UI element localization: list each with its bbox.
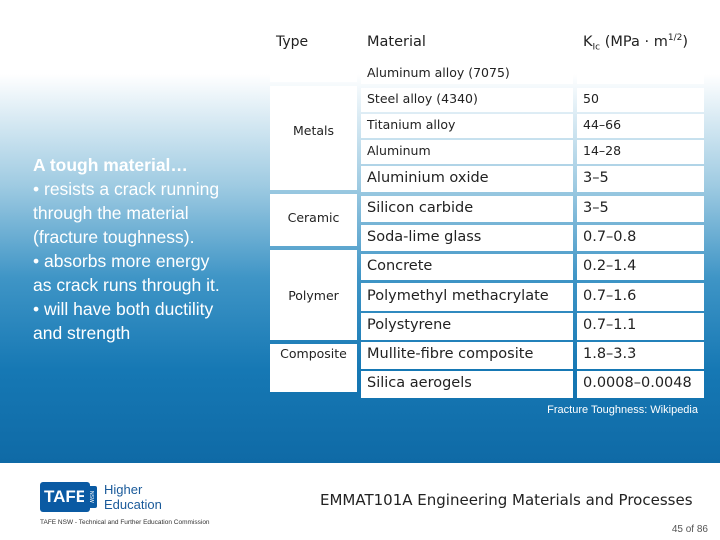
material-value: 0.0008–0.0048: [583, 375, 692, 391]
value-header: KIc (MPa · m1/2): [583, 33, 688, 53]
material-value: 3–5: [583, 200, 609, 216]
table-row-value: 0.7–1.6: [577, 283, 704, 311]
table-row-value: 44–66: [577, 114, 704, 138]
material-name: Aluminum: [367, 143, 431, 158]
table-row: Soda-lime glass: [361, 225, 573, 251]
page-number: 45 of 86: [671, 524, 708, 535]
table-row: Polystyrene: [361, 313, 573, 340]
table-row: Aluminum alloy (7075): [361, 62, 573, 84]
table-row-value: 50: [577, 88, 704, 112]
type-header-cell: [270, 26, 357, 58]
material-name: Silicon carbide: [367, 200, 474, 216]
logo-badge: NSW: [84, 486, 97, 508]
material-value: 3–5: [583, 170, 609, 186]
logo-footer-text: TAFE NSW - Technical and Further Educati…: [40, 519, 210, 526]
material-name: Soda-lime glass: [367, 229, 482, 245]
type-composite: Composite: [280, 346, 347, 361]
material-value: 0.7–1.6: [583, 288, 637, 304]
left-heading: A tough material…: [33, 155, 188, 175]
logo-sub-line-2: Education: [104, 497, 162, 512]
material-name: Polymethyl methacrylate: [367, 288, 549, 304]
table-row-value: 0.0008–0.0048: [577, 371, 704, 398]
material-value: 0.2–1.4: [583, 258, 637, 274]
table-row-value: 14–28: [577, 140, 704, 164]
left-line-2: through the material: [33, 203, 189, 223]
material-value: 50: [583, 91, 599, 106]
left-line-1: • resists a crack running: [33, 179, 220, 199]
table-row-value: [577, 62, 704, 84]
value-header-cell: KIc (MPa · m1/2): [577, 26, 704, 58]
left-line-5: as crack runs through it.: [33, 275, 220, 295]
type-cell-metals: [270, 86, 357, 190]
material-header: Material: [367, 34, 426, 50]
footer-area: [0, 463, 720, 540]
type-cell-blank: [270, 62, 357, 82]
table-row: Polymethyl methacrylate: [361, 283, 573, 311]
type-polymer: Polymer: [288, 288, 339, 303]
table-row-value: 0.2–1.4: [577, 254, 704, 280]
logo-sub-line-1: Higher: [104, 482, 143, 497]
table-row: Aluminium oxide: [361, 166, 573, 192]
left-line-6: • will have both ductility: [33, 299, 214, 319]
material-value: 1.8–3.3: [583, 346, 637, 362]
material-value: 14–28: [583, 143, 622, 158]
source-caption: Fracture Toughness: Wikipedia: [547, 404, 698, 416]
table-row: Mullite-fibre composite: [361, 342, 573, 369]
logo-text: TAFE: [44, 487, 88, 506]
table-row-value: 0.7–0.8: [577, 225, 704, 251]
type-cell-composite: [270, 344, 357, 392]
type-cell-polymer: [270, 250, 357, 340]
material-name: Polystyrene: [367, 317, 452, 333]
table-row: Silicon carbide: [361, 196, 573, 222]
logo-badge-text: NSW: [88, 491, 94, 503]
table-row-value: 3–5: [577, 196, 704, 222]
table-row: Steel alloy (4340): [361, 88, 573, 112]
material-name: Aluminium oxide: [367, 170, 489, 186]
course-title: EMMAT101A Engineering Materials and Proc…: [320, 491, 693, 509]
table-row: Silica aerogels: [361, 371, 573, 398]
type-metals: Metals: [292, 123, 335, 138]
material-header-cell: Material: [361, 26, 573, 58]
material-name: Silica aerogels: [367, 375, 472, 391]
table-row-value: 3–5: [577, 166, 704, 192]
table-row: Titanium alloy: [361, 114, 573, 138]
logo-subtitle: Higher Education: [104, 482, 162, 512]
left-text-block: A tough material… • resists a crack runn…: [33, 153, 268, 345]
material-value: 0.7–0.8: [583, 229, 637, 245]
material-value: 44–66: [583, 117, 622, 132]
table-row: Aluminum: [361, 140, 573, 164]
material-name: Titanium alloy: [367, 117, 456, 132]
type-ceramic: Ceramic: [287, 210, 340, 225]
table-row: Concrete: [361, 254, 573, 280]
type-header: Type: [276, 34, 309, 50]
table-row-value: 0.7–1.1: [577, 313, 704, 340]
left-line-4: • absorbs more energy: [33, 251, 210, 271]
material-name: Concrete: [367, 258, 433, 274]
material-value: 0.7–1.1: [583, 317, 637, 333]
tafe-logo: TAFE: [40, 482, 90, 512]
table-row-value: 1.8–3.3: [577, 342, 704, 369]
material-name: Steel alloy (4340): [367, 91, 478, 106]
material-name: Aluminum alloy (7075): [367, 65, 510, 80]
left-line-7: and strength: [33, 323, 131, 343]
type-cell-ceramic: [270, 194, 357, 246]
left-line-3: (fracture toughness).: [33, 227, 195, 247]
material-name: Mullite-fibre composite: [367, 346, 534, 362]
